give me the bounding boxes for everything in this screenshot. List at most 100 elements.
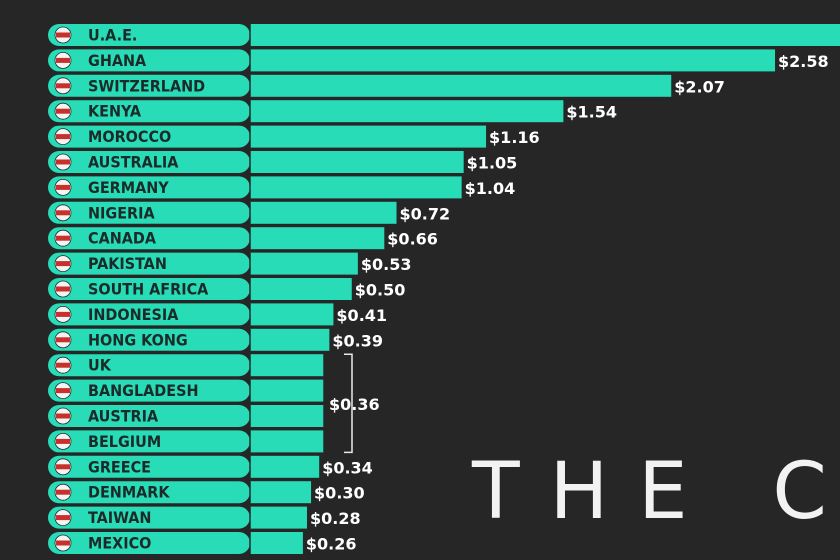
label-pill [48, 455, 250, 478]
label-pill [48, 227, 250, 250]
label-pill [48, 354, 250, 377]
label-pill [48, 24, 250, 46]
bar [250, 49, 776, 72]
category-label: GHANA [88, 51, 147, 70]
value-label: $0.41 [336, 306, 387, 325]
flag-band [56, 362, 70, 368]
category-label: UK [88, 356, 112, 375]
flag-band [56, 413, 70, 419]
label-pill [48, 74, 250, 97]
bracket [344, 353, 353, 454]
bar [250, 252, 358, 275]
flag-band [56, 235, 70, 241]
label-pill [48, 506, 250, 529]
flag-band [56, 438, 70, 444]
bar [250, 506, 307, 529]
bar [250, 227, 385, 250]
category-label: GREECE [88, 457, 151, 476]
label-pill [48, 49, 250, 72]
bar [250, 100, 564, 123]
flag-band [56, 184, 70, 190]
category-label: U.A.E. [88, 26, 137, 45]
label-pill [48, 278, 250, 300]
flag-band [56, 388, 70, 394]
label-pill [48, 201, 250, 224]
label-pill [48, 328, 250, 351]
bar [250, 151, 464, 173]
flag-band [56, 489, 70, 495]
category-label: MOROCCO [88, 127, 171, 146]
label-pill [48, 151, 250, 173]
flag-band [56, 261, 70, 267]
category-label: INDONESIA [88, 305, 179, 324]
value-label: $2.58 [778, 52, 829, 71]
flag-band [56, 83, 70, 89]
bar [250, 125, 487, 148]
category-label: BANGLADESH [88, 381, 198, 400]
value-label: $1.05 [467, 154, 518, 173]
flag-band [56, 159, 70, 165]
label-pill [48, 100, 250, 123]
bar [250, 328, 330, 351]
label-pill [48, 405, 250, 427]
category-label: MEXICO [88, 534, 151, 553]
bar [250, 354, 324, 377]
bar [250, 405, 324, 427]
category-label: PAKISTAN [88, 254, 167, 273]
value-label: $0.66 [387, 230, 438, 249]
value-label: $1.16 [489, 128, 540, 147]
chart-title: THE COS [471, 447, 840, 537]
flag-band [56, 464, 70, 470]
flag-band [56, 108, 70, 114]
bar [250, 74, 672, 97]
bar [250, 303, 334, 326]
category-label: AUSTRALIA [88, 153, 179, 172]
bar [250, 176, 462, 199]
label-pill [48, 176, 250, 199]
bar [250, 455, 320, 478]
value-label: $0.28 [310, 509, 361, 528]
flag-band [56, 337, 70, 343]
flag-band [56, 515, 70, 521]
category-label: KENYA [88, 102, 142, 121]
label-pill [48, 481, 250, 504]
value-label: $0.72 [400, 204, 451, 223]
flag-band [56, 57, 70, 63]
bar [250, 481, 312, 504]
bar [250, 430, 324, 453]
value-label: $0.39 [332, 331, 383, 350]
category-label: BELGIUM [88, 432, 161, 451]
flag-band [56, 540, 70, 546]
bar [250, 201, 397, 224]
value-label: $2.07 [674, 77, 725, 96]
label-pill [48, 379, 250, 402]
flag-band [56, 311, 70, 317]
category-label: CANADA [88, 229, 157, 248]
category-label: AUSTRIA [88, 407, 159, 426]
category-label: TAIWAN [88, 508, 151, 527]
category-label: DENMARK [88, 483, 170, 502]
bar [250, 379, 324, 402]
category-label: SOUTH AFRICA [88, 280, 209, 299]
label-pill [48, 303, 250, 326]
category-label: GERMANY [88, 178, 169, 197]
value-label: $1.04 [465, 179, 516, 198]
value-label: $0.26 [306, 535, 357, 554]
value-label: $0.34 [322, 458, 373, 477]
bar [250, 24, 840, 46]
flag-band [56, 286, 70, 292]
value-label: $1.54 [566, 103, 617, 122]
category-label: SWITZERLAND [88, 76, 205, 95]
label-pill [48, 430, 250, 453]
flag-band [56, 134, 70, 140]
label-pill [48, 252, 250, 275]
category-label: NIGERIA [88, 203, 155, 222]
category-label: HONG KONG [88, 330, 188, 349]
bar [250, 278, 352, 300]
label-pill [48, 532, 250, 554]
flag-band [56, 32, 70, 38]
label-pill [48, 125, 250, 148]
bracket-label: $0.36 [329, 395, 380, 414]
value-label: $0.50 [355, 281, 406, 300]
